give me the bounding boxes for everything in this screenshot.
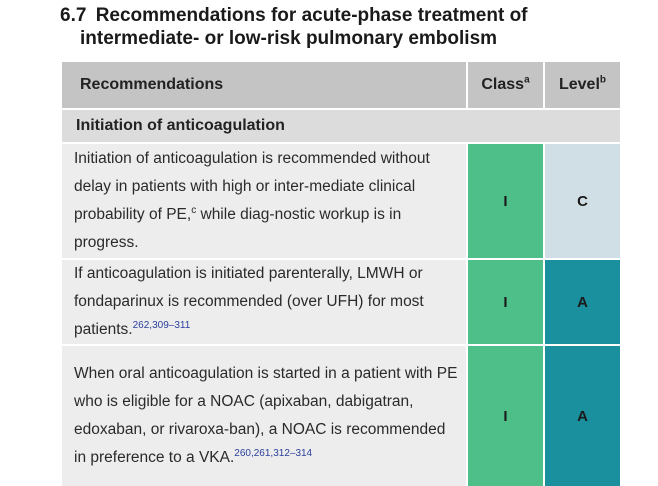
level-cell: C: [544, 142, 620, 259]
header-level: Levelb: [544, 62, 620, 109]
table-row: Initiation of anticoagulation is recomme…: [62, 142, 620, 259]
section-heading: Initiation of anticoagulation: [62, 108, 620, 143]
level-footnote-marker: b: [599, 74, 607, 86]
recommendation-text: Initiation of anticoagulation is recomme…: [62, 142, 468, 259]
reference-link[interactable]: 262,309–311: [132, 319, 191, 331]
recommendation-text: When oral anticoagulation is started in …: [62, 344, 468, 486]
recommendation-text: If anticoagulation is initiated parenter…: [62, 258, 468, 345]
footnote-marker: c: [191, 204, 197, 216]
section-title-line1: Recommendations for acute-phase treatmen…: [95, 5, 528, 26]
section-title: 6.7 Recommendations for acute-phase trea…: [60, 4, 620, 50]
section-title-line2: intermediate- or low-risk pulmonary embo…: [80, 28, 498, 49]
reference-link[interactable]: 260,261,312–314: [234, 447, 313, 459]
level-cell: A: [544, 344, 620, 486]
table-row: When oral anticoagulation is started in …: [62, 344, 620, 486]
class-cell: I: [467, 258, 545, 345]
table-header-row: Recommendations Classa Levelb: [62, 62, 620, 109]
level-cell: A: [544, 258, 620, 345]
class-cell: I: [467, 344, 545, 486]
section-row: Initiation of anticoagulation: [62, 108, 620, 143]
table-row: If anticoagulation is initiated parenter…: [62, 258, 620, 345]
class-footnote-marker: a: [524, 74, 530, 86]
section-number: 6.7: [60, 5, 87, 26]
header-recommendations: Recommendations: [62, 62, 468, 109]
class-cell: I: [467, 142, 545, 259]
recommendations-table: Recommendations Classa Levelb Initiation…: [62, 62, 620, 486]
header-class: Classa: [467, 62, 545, 109]
